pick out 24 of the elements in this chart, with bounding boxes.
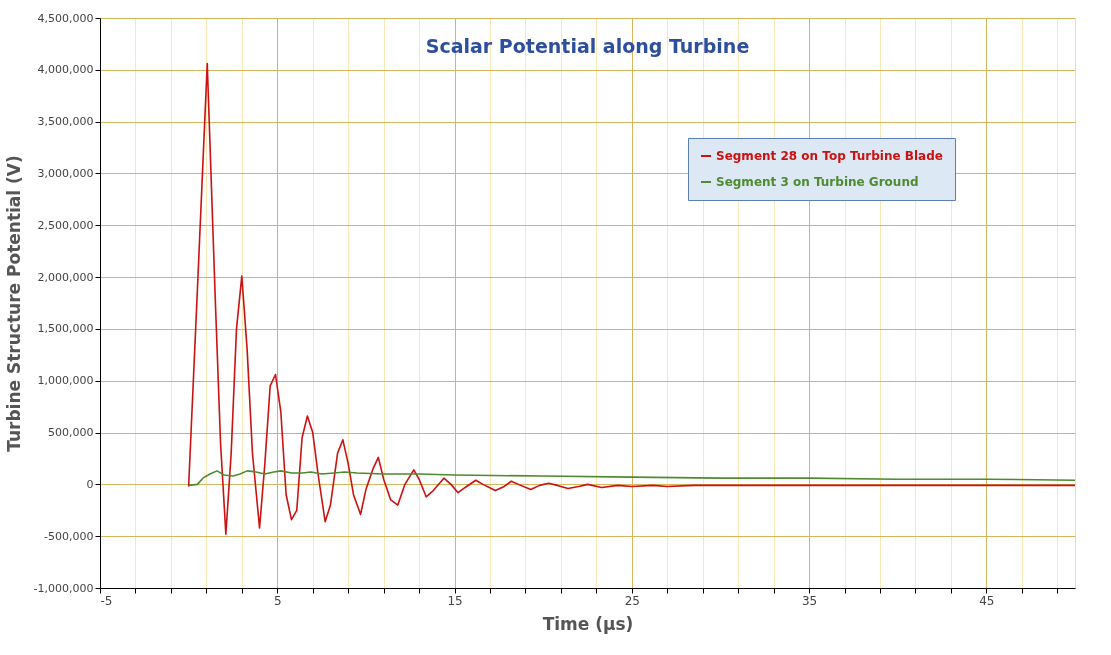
x-tick-label: 45: [979, 593, 995, 608]
y-tick-label: 4,000,000: [37, 63, 94, 77]
y-tick-label: 500,000: [48, 426, 94, 440]
x-tick-label: 15: [447, 593, 463, 608]
y-tick-label: -1,000,000: [33, 581, 94, 595]
y-tick-label: 2,000,000: [37, 270, 94, 284]
y-axis-title: Turbine Structure Potential (V): [3, 155, 24, 452]
legend-label: Segment 28 on Top Turbine Blade: [716, 149, 943, 163]
x-tick-label: 5: [273, 593, 282, 608]
y-tick-label: 1,500,000: [37, 322, 94, 336]
y-tick-label: 2,500,000: [37, 218, 94, 232]
y-tick-label: 1,000,000: [37, 374, 94, 388]
y-tick-label: 3,500,000: [37, 115, 94, 129]
y-tick-label: 3,000,000: [37, 166, 94, 180]
x-tick-label: 35: [801, 593, 818, 608]
line-series: [187, 62, 1076, 535]
y-tick-label: 0: [86, 477, 94, 491]
x-axis-title: Time (µs): [542, 613, 634, 634]
y-tick-label: 4,500,000: [37, 11, 94, 25]
x-tick-label: -5: [100, 593, 113, 608]
x-tick-label: 25: [624, 593, 640, 608]
y-tick-label: -500,000: [44, 529, 94, 543]
legend-label: Segment 3 on Turbine Ground: [716, 175, 919, 189]
line-series: [187, 470, 1076, 487]
